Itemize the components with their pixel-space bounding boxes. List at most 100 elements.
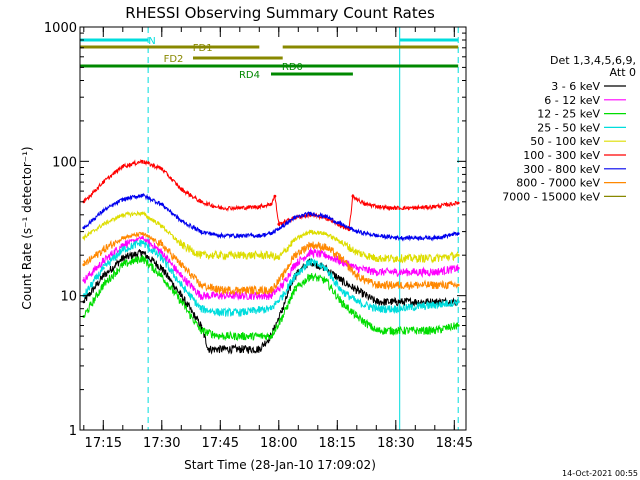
series-7-point-1 [101,248,105,252]
series-3-point-13 [324,266,327,270]
series-6-point-9 [257,234,261,238]
series-4-point-10 [293,238,296,242]
series-5-point-1 [101,180,105,184]
series-4-point-3 [140,211,144,215]
series-6-point-11 [281,224,285,228]
series-0-point-16 [355,288,359,292]
footer-timestamp: 14-Oct-2021 00:55 [562,469,638,478]
series-4-point-0 [82,236,86,240]
flag-label-rd4: RD4 [239,70,260,81]
series-6-point-13 [308,211,312,215]
series-1-point-2 [121,243,125,247]
legend-header-line-1: Att 0 [610,66,636,79]
series-6 [82,192,460,242]
series-2-point-1 [101,283,105,287]
series-7-point-7 [218,288,222,292]
series-2-point-18 [433,329,437,332]
series-3 [82,239,460,317]
series-1 [82,234,460,301]
series-3-point-9 [269,307,273,311]
series-1-point-5 [179,274,183,278]
series-0-point-4 [160,266,164,270]
series-0-point-5 [179,294,183,298]
series-5-point-11 [273,194,277,198]
y-tick-label-0: 1 [69,424,77,439]
series-3-point-8 [238,311,242,314]
series-2-point-3 [140,256,144,260]
series-3-point-18 [433,303,437,307]
series-4-point-5 [179,243,183,247]
series-6-point-4 [160,202,164,206]
series-4-point-11 [308,230,312,234]
series-7-point-11 [281,274,285,278]
series-1-point-17 [433,270,437,274]
series-7-point-14 [324,245,327,249]
series-7-point-8 [238,288,242,292]
series-2-point-17 [394,329,398,332]
x-tick-label-4: 18:15 [319,436,356,451]
series-3-point-16 [374,307,378,311]
legend-entry-label-1: 6 - 12 keV [544,94,600,107]
series-7-point-6 [199,283,203,287]
series-2-point-2 [121,263,125,267]
series-7-point-15 [339,256,343,260]
flag-label-fd2: FD2 [164,54,184,65]
legend-entry-label-6: 300 - 800 keV [523,163,600,176]
series-6-point-5 [179,219,183,223]
series-6-point-15 [339,222,343,226]
series-7-point-16 [355,274,359,278]
y-axis-label: Count Rate (s⁻¹ detector⁻¹) [20,146,34,309]
series-7-point-20 [456,283,460,287]
series-1-point-11 [308,251,312,254]
series-0-point-15 [339,279,343,282]
legend-entry-label-2: 12 - 25 keV [537,108,600,121]
flag-label-n: N [148,36,155,47]
x-tick-label-3: 18:00 [260,436,297,451]
series-0-point-9 [257,347,261,351]
series-2-point-15 [355,315,359,318]
series-line-0 [83,249,459,355]
series-0-point-7 [207,347,211,351]
series-1-point-12 [324,253,327,257]
series-5-point-3 [140,159,144,163]
legend-entry-label-8: 7000 - 15000 keV [502,190,600,203]
series-3-point-11 [293,274,296,278]
series-5-point-18 [351,194,355,198]
series-7-point-18 [394,283,398,287]
series-7 [82,231,460,296]
series-6-point-18 [394,236,398,240]
series-5-point-2 [121,164,125,168]
series-0-point-3 [140,251,144,254]
legend-entry-label-5: 100 - 300 keV [523,149,600,162]
series-3-point-5 [179,283,183,287]
series-4-point-15 [374,256,378,260]
series-6-point-1 [101,209,105,213]
series-3-point-19 [456,300,460,304]
legend-entry-label-0: 3 - 6 keV [551,80,600,93]
series-5-point-8 [238,206,242,210]
series-7-point-2 [121,236,125,240]
series-2-point-14 [339,300,343,304]
series-4-point-14 [355,251,359,254]
legend-entry-label-4: 50 - 100 keV [530,135,600,148]
series-5-point-19 [363,202,366,206]
series-2-point-6 [199,329,203,332]
series-7-point-9 [257,288,261,292]
series-3-point-7 [218,311,222,314]
series-4-point-17 [433,256,437,260]
series-5-point-21 [413,206,417,210]
series-0-point-19 [433,300,437,304]
series-4-point-16 [394,256,398,260]
series-0-point-18 [394,300,398,304]
series-2-point-8 [238,334,242,338]
series-3-point-12 [308,260,312,263]
series-6-point-3 [140,193,144,197]
series-7-point-19 [433,283,437,287]
series-3-point-14 [339,288,343,292]
y-tick-label-2: 100 [52,155,77,170]
series-2-point-5 [179,300,183,304]
series-line-3 [83,239,459,317]
series-2 [82,255,460,342]
series-4-point-8 [269,253,273,257]
